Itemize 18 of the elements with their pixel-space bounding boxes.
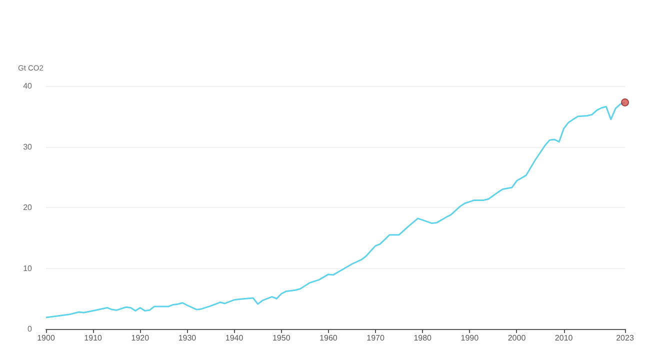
x-tick-label: 1990 (460, 334, 480, 342)
x-tick-label: 1910 (84, 334, 103, 342)
x-tick-label: 1950 (272, 334, 291, 342)
x-tick-label: 1940 (225, 334, 244, 342)
x-tick-label: 2023 (616, 334, 634, 342)
x-tick-label: 1900 (37, 334, 56, 342)
y-tick-label: 20 (23, 203, 33, 212)
x-tick-label: 1980 (414, 334, 432, 342)
x-tick-label: 1970 (366, 334, 385, 342)
x-tick-label: 1920 (131, 334, 150, 342)
x-tick-label: 2000 (508, 334, 526, 342)
x-tick-label: 2010 (554, 334, 574, 342)
y-tick-label: 40 (23, 82, 33, 90)
y-tick-label: 10 (23, 264, 33, 273)
x-tick-label: 1960 (320, 334, 338, 342)
y-tick-label: 30 (23, 142, 33, 152)
x-tick-label: 1930 (178, 334, 197, 342)
y-tick-label: 0 (28, 324, 33, 334)
